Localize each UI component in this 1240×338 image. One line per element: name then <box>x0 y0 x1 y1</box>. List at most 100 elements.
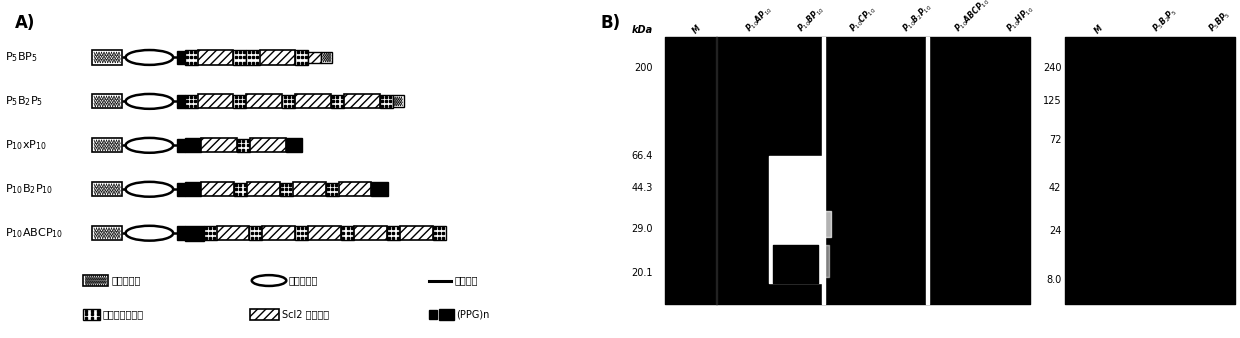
Ellipse shape <box>125 138 174 153</box>
Bar <box>379 95 393 108</box>
Text: P$_5$BP$_5$: P$_5$BP$_5$ <box>5 51 37 64</box>
Bar <box>433 226 446 240</box>
Bar <box>83 309 100 320</box>
Bar <box>185 95 197 108</box>
Text: B): B) <box>600 14 620 31</box>
Bar <box>309 226 341 240</box>
Text: P$_5$B$_2$P$_5$: P$_5$B$_2$P$_5$ <box>5 95 43 108</box>
Bar <box>247 182 280 196</box>
Ellipse shape <box>125 226 174 241</box>
Text: P$_{10}$B$_2$P$_{10}$: P$_{10}$B$_2$P$_{10}$ <box>900 1 935 35</box>
Bar <box>92 138 122 152</box>
Bar <box>401 226 433 240</box>
Bar <box>387 226 401 240</box>
Text: P$_{10}$BP$_{10}$: P$_{10}$BP$_{10}$ <box>795 3 827 35</box>
Text: 整合素结合位点: 整合素结合位点 <box>103 309 144 319</box>
Text: P$_{10}$CP$_{10}$: P$_{10}$CP$_{10}$ <box>848 4 879 35</box>
Text: P$_{10}$ABCP$_{10}$: P$_{10}$ABCP$_{10}$ <box>5 226 63 240</box>
Bar <box>355 226 387 240</box>
Text: 42: 42 <box>1049 183 1061 193</box>
Bar <box>263 226 295 240</box>
Bar <box>259 50 295 65</box>
Bar <box>203 226 217 240</box>
Text: 72: 72 <box>1049 135 1061 145</box>
Bar <box>197 94 233 108</box>
Bar <box>429 310 436 319</box>
Text: P$_{10}$ABCP$_{10}$: P$_{10}$ABCP$_{10}$ <box>952 0 992 35</box>
Text: 29.0: 29.0 <box>631 224 653 235</box>
Bar <box>197 50 233 65</box>
Bar <box>177 51 185 64</box>
Text: 240: 240 <box>1043 63 1061 73</box>
Text: kDa: kDa <box>632 25 653 35</box>
Bar <box>234 183 247 196</box>
Bar <box>177 95 185 108</box>
Bar <box>341 226 355 240</box>
Text: 125: 125 <box>1043 96 1061 106</box>
Bar <box>185 138 201 152</box>
Text: P$_5$B$_2$P$_5$: P$_5$B$_2$P$_5$ <box>1149 6 1179 35</box>
Bar <box>295 226 309 240</box>
Bar <box>237 139 250 152</box>
Bar <box>185 50 197 65</box>
Bar <box>247 50 259 65</box>
Bar <box>177 139 185 152</box>
Text: P$_{10}$AP$_{10}$: P$_{10}$AP$_{10}$ <box>743 3 775 35</box>
Text: M: M <box>1092 24 1105 35</box>
Bar <box>293 182 326 196</box>
Text: (PPG)n: (PPG)n <box>456 309 490 319</box>
Bar <box>295 50 309 65</box>
Bar <box>331 95 343 108</box>
Text: 组氨酸标签: 组氨酸标签 <box>112 275 140 286</box>
Bar <box>83 274 108 287</box>
Bar <box>177 183 185 196</box>
Ellipse shape <box>125 94 174 109</box>
Bar <box>217 226 249 240</box>
Text: P$_5$BP$_5$: P$_5$BP$_5$ <box>1207 8 1234 35</box>
Bar <box>321 51 332 63</box>
Bar <box>339 182 372 196</box>
Bar <box>295 94 331 108</box>
Text: 66.4: 66.4 <box>632 151 653 161</box>
Bar <box>92 50 122 65</box>
Ellipse shape <box>252 275 286 286</box>
Bar <box>393 95 403 107</box>
Bar <box>233 50 247 65</box>
Bar <box>92 94 122 108</box>
Text: P$_{10}$xP$_{10}$: P$_{10}$xP$_{10}$ <box>5 139 47 152</box>
Bar <box>92 182 122 196</box>
Bar <box>247 94 283 108</box>
Bar <box>439 309 454 320</box>
Bar <box>233 95 247 108</box>
Text: 44.3: 44.3 <box>632 183 653 193</box>
Bar <box>201 138 237 152</box>
Text: P$_{10}$HP$_{10}$: P$_{10}$HP$_{10}$ <box>1004 3 1037 35</box>
Text: P$_{10}$B$_2$P$_{10}$: P$_{10}$B$_2$P$_{10}$ <box>5 183 53 196</box>
Bar <box>326 183 339 196</box>
Bar <box>177 226 185 240</box>
Bar <box>283 95 295 108</box>
Bar <box>201 182 234 196</box>
Ellipse shape <box>125 182 174 197</box>
Text: Scl2 胶原区域: Scl2 胶原区域 <box>281 309 329 319</box>
Bar <box>92 226 122 240</box>
Bar <box>280 183 293 196</box>
Text: 20.1: 20.1 <box>631 268 653 279</box>
Text: 引导折叠域: 引导折叠域 <box>289 275 317 286</box>
Text: M: M <box>691 24 703 35</box>
Text: 24: 24 <box>1049 226 1061 236</box>
Text: 酶切位点: 酶切位点 <box>454 275 477 286</box>
Bar <box>250 138 285 152</box>
Text: 200: 200 <box>635 63 653 73</box>
Bar <box>185 226 203 241</box>
Bar <box>372 182 388 196</box>
Ellipse shape <box>125 50 174 65</box>
Bar <box>250 309 279 320</box>
Text: 8.0: 8.0 <box>1047 275 1061 285</box>
Bar <box>185 182 201 196</box>
Bar <box>285 138 303 152</box>
Bar <box>309 51 321 63</box>
Bar <box>343 94 379 108</box>
Bar <box>249 226 263 240</box>
Text: A): A) <box>15 14 35 31</box>
